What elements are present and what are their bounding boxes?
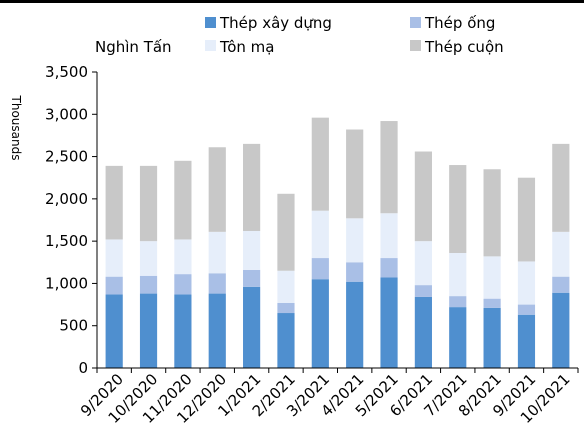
- x-axis: 9/202010/202011/202012/20201/20212/20213…: [77, 367, 579, 427]
- bar-segment: [105, 165, 123, 240]
- bar-segment: [517, 177, 536, 262]
- bar-segment: [483, 298, 501, 308]
- y-tick-label: 0: [78, 359, 88, 377]
- bar-segment: [414, 296, 432, 368]
- bar-segment: [414, 151, 432, 242]
- bar-segment: [449, 252, 467, 297]
- bar-segment: [380, 258, 398, 278]
- y-axis-title: Thousands: [9, 95, 23, 161]
- bar-segment: [517, 304, 536, 315]
- bar-segment: [449, 307, 467, 368]
- bar-segment: [139, 241, 158, 276]
- bar-segment: [483, 256, 501, 299]
- bar-segment: [517, 314, 536, 368]
- y-tick-label: 2,500: [45, 148, 88, 166]
- bar-segment: [346, 129, 364, 219]
- bar-segment: [277, 193, 295, 271]
- bar-segment: [277, 302, 295, 314]
- y-tick-label: 2,000: [45, 190, 88, 208]
- legend-swatch-thep-cuon: [410, 40, 421, 51]
- bar-segment: [105, 276, 123, 295]
- y-axis: 0 500 1,000 1,500 2,000 2,500 3,000 3,500: [45, 63, 98, 377]
- bar-segment: [208, 231, 226, 274]
- bar-segment: [414, 285, 432, 297]
- bar-segment: [174, 239, 192, 275]
- bar-segment: [139, 293, 158, 368]
- bar-segment: [517, 261, 536, 305]
- bar-segment: [346, 218, 364, 263]
- y-tick-label: 1,000: [45, 274, 88, 292]
- bar-segment: [243, 230, 261, 270]
- bar-segment: [174, 160, 192, 240]
- y-tick-label: 500: [59, 317, 88, 335]
- bar-segment: [208, 293, 226, 368]
- bar-segment: [552, 292, 570, 368]
- bar-segment: [208, 273, 226, 294]
- bar-segment: [208, 147, 226, 232]
- bar-segment: [277, 313, 295, 368]
- legend-label-ton-ma: Tôn mạ: [219, 38, 274, 56]
- y-tick-label: 1,500: [45, 232, 88, 250]
- legend-label-thep-ong: Thép ống: [424, 14, 495, 32]
- bar-segment: [414, 241, 432, 286]
- unit-label: Nghìn Tấn: [95, 38, 172, 56]
- bar-segment: [346, 281, 364, 368]
- bars: [105, 117, 570, 368]
- y-tick-label: 3,500: [45, 63, 88, 81]
- top-rule: [0, 0, 584, 3]
- legend-label-thep-cuon: Thép cuộn: [424, 38, 504, 56]
- legend-swatch-thep-ong: [410, 17, 421, 28]
- bar-segment: [552, 276, 570, 293]
- bar-segment: [139, 275, 158, 294]
- bar-segment: [346, 262, 364, 282]
- bar-segment: [483, 307, 501, 368]
- bar-segment: [243, 143, 261, 231]
- bar-segment: [243, 286, 261, 368]
- legend-swatch-thep-xay-dung: [205, 17, 216, 28]
- bar-segment: [174, 274, 192, 295]
- bar-segment: [277, 270, 295, 303]
- bar-segment: [552, 143, 570, 232]
- legend-label-thep-xay-dung: Thép xây dựng: [219, 14, 332, 32]
- bar-segment: [380, 121, 398, 214]
- bar-segment: [311, 117, 329, 211]
- bar-segment: [139, 165, 158, 242]
- legend-swatch-ton-ma: [205, 40, 216, 51]
- bar-segment: [174, 294, 192, 368]
- bar-segment: [311, 279, 329, 368]
- bar-segment: [105, 294, 123, 368]
- bar-segment: [380, 277, 398, 368]
- bar-segment: [552, 231, 570, 277]
- bar-segment: [449, 296, 467, 308]
- y-tick-label: 3,000: [45, 105, 88, 123]
- bar-segment: [483, 169, 501, 257]
- bar-segment: [449, 165, 467, 253]
- bar-segment: [311, 210, 329, 259]
- bar-segment: [311, 258, 329, 280]
- bar-segment: [243, 269, 261, 287]
- bar-segment: [105, 239, 123, 277]
- legend: Thép xây dựng Thép ống Tôn mạ Thép cuộn: [205, 14, 504, 56]
- bar-segment: [380, 213, 398, 259]
